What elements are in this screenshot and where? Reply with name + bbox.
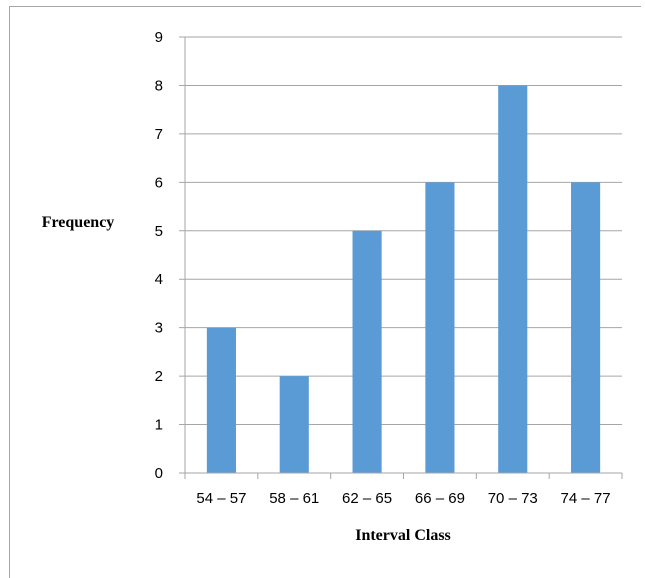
axes — [179, 37, 623, 479]
y-tick-label: 0 — [155, 465, 163, 482]
bar — [425, 182, 455, 474]
x-tick-label: 62 – 65 — [342, 490, 392, 507]
chart-frame — [9, 6, 641, 578]
y-tick-label: 1 — [155, 417, 163, 434]
x-tick-label: 70 – 73 — [488, 490, 538, 507]
y-tick-label: 6 — [155, 174, 163, 191]
bar — [498, 85, 528, 473]
gridlines — [179, 36, 622, 426]
y-tick-label: 7 — [155, 126, 163, 143]
x-tick-label: 58 – 61 — [269, 490, 319, 507]
y-tick-label: 9 — [155, 29, 163, 46]
y-tick-label: 4 — [155, 271, 163, 288]
y-tick-label: 3 — [155, 320, 163, 337]
bar — [279, 376, 309, 473]
y-axis-title: Frequency — [42, 214, 115, 231]
bar — [571, 182, 601, 474]
x-tick-label: 66 – 69 — [415, 490, 465, 507]
bar — [352, 230, 382, 473]
bars — [206, 85, 601, 474]
x-axis-title: Interval Class — [355, 527, 451, 544]
x-tick-label: 74 – 77 — [561, 490, 611, 507]
y-tick-labels: 0 1 2 3 4 5 6 7 8 9 — [155, 29, 163, 482]
y-tick-label: 2 — [155, 368, 163, 385]
bar — [206, 327, 236, 473]
y-tick-label: 8 — [155, 77, 163, 94]
x-tick-labels: 54 – 57 58 – 61 62 – 65 66 – 69 70 – 73 74 – … — [196, 490, 610, 507]
y-tick-label: 5 — [155, 223, 163, 240]
x-tick-label: 54 – 57 — [196, 490, 246, 507]
